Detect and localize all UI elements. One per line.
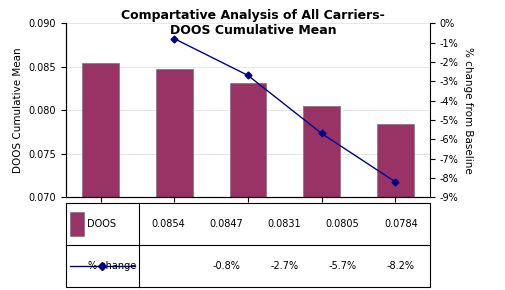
Text: % change: % change (88, 261, 136, 271)
Bar (82, 63, 119, 290)
Text: 0.0805: 0.0805 (325, 219, 359, 229)
Bar (376, 124, 413, 290)
Text: DOOS: DOOS (86, 219, 115, 229)
Text: -8.2%: -8.2% (386, 261, 414, 271)
Text: 0.0854: 0.0854 (150, 219, 184, 229)
Y-axis label: DOOS Cumulative Mean: DOOS Cumulative Mean (13, 47, 23, 173)
Text: 0.0847: 0.0847 (209, 219, 242, 229)
Text: -0.8%: -0.8% (212, 261, 239, 271)
Bar (302, 106, 339, 290)
Text: 0.0784: 0.0784 (383, 219, 417, 229)
Text: Compartative Analysis of All Carriers-
DOOS Cumulative Mean: Compartative Analysis of All Carriers- D… (121, 9, 384, 37)
Text: 0.0831: 0.0831 (267, 219, 300, 229)
Bar (229, 83, 266, 290)
Y-axis label: % change from Baseline: % change from Baseline (462, 47, 472, 174)
Text: -5.7%: -5.7% (328, 261, 356, 271)
Bar (156, 69, 192, 290)
Text: -2.7%: -2.7% (270, 261, 298, 271)
